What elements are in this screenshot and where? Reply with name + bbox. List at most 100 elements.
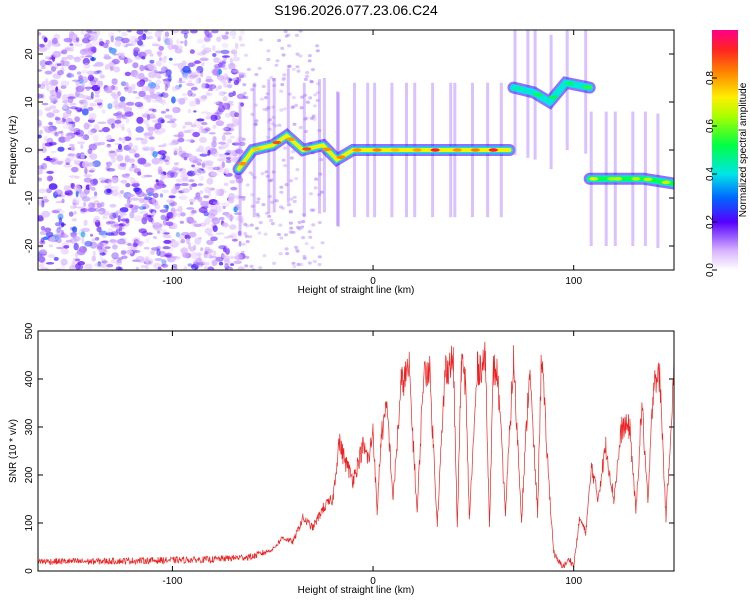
- noise-blob: [216, 74, 225, 81]
- noise-blob: [171, 86, 178, 92]
- colorbar-ticks: 0.0 0.2 0.4 0.6 0.8: [705, 71, 717, 277]
- noise-blob: [222, 91, 227, 95]
- snr-ytick-label: 0: [24, 568, 35, 574]
- noise-blob: [89, 241, 98, 249]
- noise-blob: [303, 93, 308, 97]
- noise-blob: [228, 256, 236, 259]
- snr-xtick-label: -100: [162, 576, 182, 587]
- noise-blob: [289, 156, 294, 160]
- noise-blob: [71, 217, 78, 222]
- noise-blob: [279, 236, 284, 240]
- noise-blob: [157, 169, 164, 176]
- noise-blob: [91, 255, 97, 262]
- noise-blob: [182, 97, 188, 101]
- noise-blob: [307, 261, 312, 265]
- noise-blob: [171, 188, 178, 195]
- noise-blob: [235, 215, 245, 222]
- noise-blob: [215, 120, 225, 127]
- noise-blob: [179, 220, 185, 224]
- trace-core: [587, 176, 674, 186]
- noise-blob: [113, 224, 122, 227]
- snr-plot-area: [38, 341, 674, 569]
- noise-blob: [178, 146, 182, 153]
- noise-blob: [80, 208, 88, 213]
- noise-blob: [73, 242, 79, 251]
- noise-blob: [157, 117, 165, 124]
- noise-blob: [166, 120, 176, 124]
- noise-blob: [138, 90, 146, 98]
- noise-blob: [205, 91, 210, 97]
- colorbar-tick-label: 0.6: [705, 119, 716, 133]
- noise-blob: [286, 33, 291, 37]
- noise-blob: [212, 136, 217, 143]
- noise-blob: [281, 78, 286, 82]
- noise-blob: [44, 135, 48, 142]
- noise-blob: [109, 152, 116, 160]
- noise-blob: [184, 39, 188, 47]
- noise-blob: [168, 142, 177, 146]
- snr-ytick-label: 100: [24, 514, 35, 531]
- noise-blob: [119, 162, 127, 167]
- noise-blob: [97, 261, 101, 267]
- trace-hotspot: [412, 148, 422, 152]
- noise-blob: [128, 148, 136, 154]
- noise-blob: [136, 30, 144, 35]
- noise-blob: [281, 53, 286, 57]
- noise-blob: [88, 143, 98, 151]
- noise-blob: [92, 134, 99, 142]
- noise-blob: [162, 234, 172, 239]
- noise-blob: [240, 102, 244, 107]
- noise-blob: [146, 114, 151, 121]
- noise-blob: [277, 123, 282, 127]
- noise-blob: [220, 202, 230, 208]
- noise-blob: [167, 75, 172, 83]
- noise-blob: [64, 137, 71, 142]
- noise-blob: [205, 160, 214, 166]
- noise-blob: [185, 139, 192, 142]
- noise-blob: [110, 35, 115, 43]
- noise-blob: [215, 50, 222, 54]
- noise-blob: [156, 96, 162, 101]
- noise-blob: [203, 195, 210, 199]
- noise-blob: [242, 83, 247, 87]
- noise-blob: [80, 153, 85, 160]
- noise-blob: [183, 178, 189, 182]
- noise-blob: [48, 244, 54, 248]
- noise-blob: [126, 127, 132, 134]
- noise-blob: [219, 216, 225, 221]
- noise-blob: [200, 95, 208, 100]
- noise-blob: [310, 246, 315, 250]
- noise-blob: [56, 208, 63, 212]
- noise-blob: [221, 127, 229, 131]
- noise-blob: [131, 182, 140, 188]
- noise-blob: [114, 36, 124, 42]
- noise-blob: [292, 122, 297, 126]
- noise-blob: [99, 74, 105, 79]
- noise-blob: [134, 101, 144, 108]
- noise-blob: [60, 59, 65, 67]
- noise-blob: [165, 108, 170, 112]
- noise-blob: [264, 170, 269, 174]
- noise-blob: [38, 256, 46, 263]
- noise-blob: [319, 190, 324, 194]
- noise-blob: [117, 91, 121, 97]
- noise-blob: [231, 70, 240, 74]
- noise-blob: [162, 246, 171, 250]
- noise-blob: [305, 100, 310, 104]
- noise-blob: [75, 189, 79, 198]
- noise-blob: [199, 57, 209, 62]
- noise-blob: [156, 91, 161, 97]
- noise-blob: [289, 179, 293, 183]
- trace-hotspot: [661, 180, 671, 185]
- noise-blob: [154, 30, 162, 38]
- noise-blob: [294, 245, 298, 249]
- noise-blob: [206, 239, 214, 245]
- noise-blob: [73, 184, 81, 192]
- noise-blob: [121, 126, 125, 132]
- noise-blob: [149, 59, 155, 64]
- noise-blob: [152, 211, 156, 216]
- noise-blob: [204, 186, 212, 194]
- noise-blob: [194, 168, 203, 176]
- noise-blob: [278, 252, 283, 256]
- noise-blob: [225, 103, 234, 106]
